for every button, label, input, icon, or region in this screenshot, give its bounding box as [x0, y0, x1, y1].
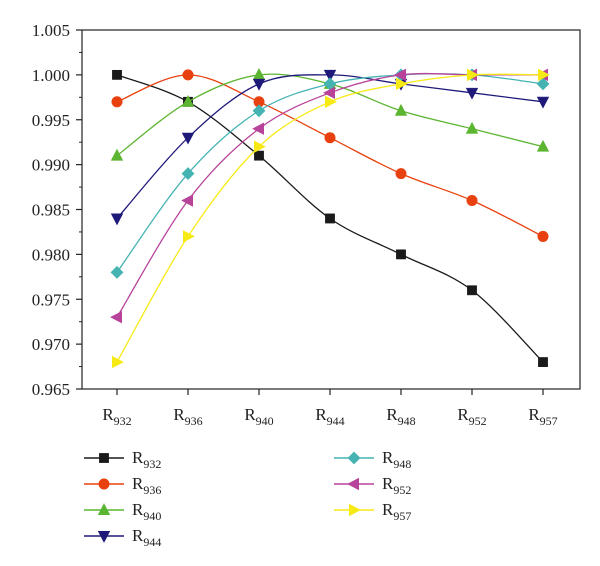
x-tick-label: R932 [102, 405, 131, 428]
data-point [325, 133, 335, 143]
legend-marker [99, 453, 108, 462]
data-point [396, 250, 405, 259]
legend-marker [348, 452, 360, 464]
legend-label-sub: 948 [393, 457, 411, 471]
data-point [538, 357, 547, 366]
legend-label: R932 [132, 448, 161, 471]
y-tick-label: 1.005 [32, 21, 70, 40]
data-point [325, 214, 334, 223]
data-point [396, 168, 406, 178]
y-tick-label: 0.990 [32, 156, 70, 175]
y-tick-label: 1.000 [32, 66, 70, 85]
x-tick-label-base: R [386, 405, 398, 424]
x-tick-label-sub: 936 [185, 414, 203, 428]
y-tick-label: 0.980 [32, 245, 70, 264]
x-tick-label: R940 [244, 405, 273, 428]
x-tick-label-sub: 957 [540, 414, 558, 428]
legend-label: R952 [382, 474, 411, 497]
legend-marker [98, 504, 109, 515]
x-tick-label-sub: 944 [327, 414, 345, 428]
legend-label-base: R [132, 474, 144, 493]
x-tick-label: R944 [315, 405, 344, 428]
data-point [111, 149, 122, 160]
x-tick-label-sub: 952 [469, 414, 487, 428]
legend-label-sub: 957 [393, 509, 411, 523]
series-r932 [112, 70, 547, 366]
legend-item-r957: R957 [334, 500, 411, 523]
x-tick-label: R957 [528, 405, 557, 428]
y-tick-label: 0.995 [32, 111, 70, 130]
legend-label-base: R [382, 474, 394, 493]
legend-label-base: R [382, 500, 394, 519]
legend-marker [98, 531, 109, 542]
x-axis: R932 R936 R940 R944 R948 R952 R957 [102, 389, 557, 428]
data-point [538, 231, 548, 241]
legend-label: R940 [132, 500, 161, 523]
legend-label-base: R [132, 500, 144, 519]
x-tick-label-base: R [102, 405, 114, 424]
data-point [182, 195, 193, 206]
data-point [253, 105, 265, 117]
legend-item-r944: R944 [84, 526, 161, 549]
data-point [111, 312, 122, 323]
y-tick-label: 0.985 [32, 201, 70, 220]
x-tick-label: R948 [386, 405, 415, 428]
legend-item-r932: R932 [84, 448, 161, 471]
x-tick-label-base: R [528, 405, 540, 424]
legend-label: R948 [382, 448, 411, 471]
y-tick-label: 0.970 [32, 335, 70, 354]
legend-item-r936: R936 [84, 474, 161, 497]
legend-label-sub: 952 [393, 483, 411, 497]
data-point [537, 97, 548, 108]
legend-label-base: R [132, 448, 144, 467]
data-point [183, 70, 193, 80]
legend-marker [348, 478, 359, 489]
y-tick-label: 0.965 [32, 380, 70, 399]
legend-item-r940: R940 [84, 500, 161, 523]
legend-label-base: R [382, 448, 394, 467]
legend-label: R944 [132, 526, 161, 549]
x-tick-label-base: R [244, 405, 256, 424]
series-line [117, 74, 543, 318]
legend-marker [349, 504, 360, 515]
legend-label-sub: 940 [143, 509, 161, 523]
data-point [111, 266, 123, 278]
x-tick-label-sub: 940 [256, 414, 274, 428]
data-point [253, 79, 264, 90]
x-tick-label-base: R [457, 405, 469, 424]
data-point [183, 231, 194, 242]
legend-marker [99, 479, 109, 489]
data-point [111, 214, 122, 225]
legend-label-base: R [132, 526, 144, 545]
data-point [112, 70, 121, 79]
legend-label: R936 [132, 474, 161, 497]
x-tick-label: R952 [457, 405, 486, 428]
legend-item-r948: R948 [334, 448, 411, 471]
data-point [112, 356, 123, 367]
series-layer [111, 69, 549, 368]
x-tick-label-sub: 948 [398, 414, 416, 428]
data-point [254, 151, 263, 160]
legend-label-sub: 944 [143, 535, 161, 549]
legend-label-sub: 932 [143, 457, 161, 471]
x-tick-label-base: R [173, 405, 185, 424]
series-r952 [111, 69, 548, 323]
legend-label-sub: 936 [143, 483, 161, 497]
y-axis: 0.965 0.970 0.975 0.980 0.985 0.990 0.995 1.000… [32, 21, 82, 399]
x-tick-label-base: R [315, 405, 327, 424]
x-tick-label-sub: 932 [114, 414, 132, 428]
legend-label: R957 [382, 500, 411, 523]
data-point [112, 97, 122, 107]
y-tick-label: 0.975 [32, 290, 70, 309]
x-tick-label: R936 [173, 405, 202, 428]
legend-item-r952: R952 [334, 474, 411, 497]
data-point [467, 286, 476, 295]
data-point [467, 195, 477, 205]
